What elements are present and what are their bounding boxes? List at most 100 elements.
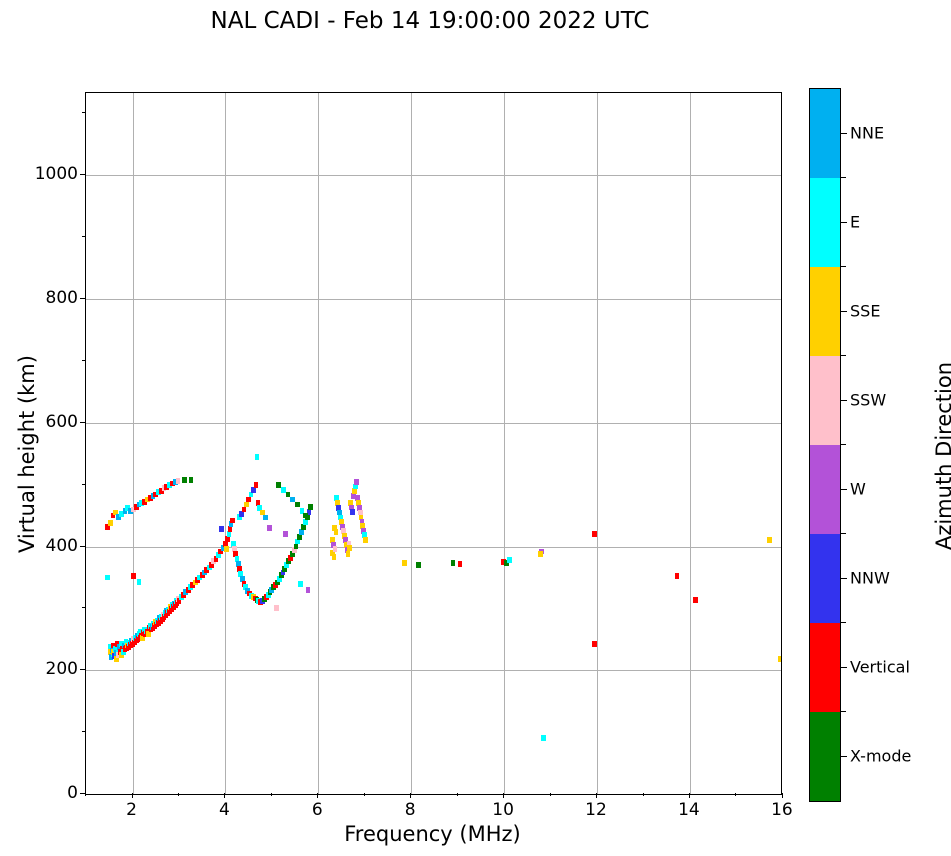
- echo-marker: [118, 640, 124, 647]
- echo-marker: [176, 598, 182, 604]
- x-axis-tick: [410, 793, 412, 798]
- echo-marker: [293, 543, 299, 550]
- echo-marker: [113, 645, 119, 652]
- echo-marker: [357, 509, 363, 516]
- echo-marker: [116, 513, 121, 520]
- colorbar-axis-label: Azimuth Direction: [932, 361, 951, 551]
- colorbar-label-x-mode: X-mode: [850, 746, 912, 765]
- x-axis-minor-tick: [735, 793, 737, 796]
- x-axis-tick: [131, 793, 133, 798]
- x-axis-minor-tick: [642, 793, 644, 796]
- x-axis-minor-tick: [456, 793, 458, 796]
- gridline-vertical: [689, 93, 691, 794]
- gridline-horizontal: [86, 670, 781, 672]
- x-axis-minor-tick: [177, 793, 179, 796]
- echo-marker: [332, 546, 338, 552]
- echo-marker: [118, 511, 124, 518]
- echo-marker: [285, 491, 291, 498]
- echo-marker: [500, 559, 506, 565]
- echo-marker: [122, 507, 128, 514]
- echo-marker: [156, 489, 161, 495]
- colorbar-label-nne: NNE: [850, 123, 885, 142]
- y-axis-label: Virtual height (km): [15, 355, 39, 553]
- echo-marker: [339, 518, 344, 525]
- x-axis-tick-label: 10: [492, 800, 514, 820]
- x-axis-tick: [317, 793, 319, 798]
- echo-marker: [329, 537, 335, 544]
- echo-marker: [262, 514, 268, 521]
- echo-marker: [333, 529, 339, 536]
- echo-marker: [283, 531, 289, 538]
- echo-marker: [164, 484, 170, 491]
- echo-marker: [227, 526, 233, 533]
- x-axis-tick-label: 16: [771, 800, 793, 820]
- echo-marker: [243, 584, 249, 591]
- echo-marker: [360, 523, 366, 530]
- echo-marker: [592, 531, 598, 538]
- y-axis-tick: [80, 421, 85, 423]
- echo-marker: [332, 525, 337, 531]
- x-axis-tick-label: 8: [404, 800, 416, 820]
- echo-marker: [302, 518, 308, 525]
- echo-marker: [136, 578, 142, 585]
- echo-marker: [123, 638, 129, 645]
- y-axis-tick: [80, 174, 85, 176]
- echo-marker: [358, 514, 364, 521]
- echo-marker: [359, 518, 365, 525]
- echo-marker: [289, 551, 295, 557]
- y-axis-tick-label: 600: [45, 411, 78, 432]
- echo-marker: [345, 551, 351, 557]
- echo-marker: [353, 479, 359, 486]
- x-axis-tick: [688, 793, 690, 798]
- y-axis-tick: [80, 669, 85, 671]
- colorbar-boundary-tick: [841, 177, 846, 179]
- echo-marker: [343, 542, 349, 549]
- y-axis-tick: [80, 298, 85, 299]
- echo-marker: [253, 481, 259, 488]
- echo-marker: [301, 523, 306, 530]
- echo-marker: [336, 505, 342, 512]
- echo-marker: [340, 528, 346, 534]
- colorbar-boundary-tick: [841, 355, 846, 357]
- echo-marker: [288, 554, 293, 561]
- echo-marker: [457, 560, 463, 567]
- echo-marker: [674, 573, 680, 580]
- y-axis-tick-label: 400: [45, 535, 78, 556]
- echo-scatter-layer: [86, 93, 781, 794]
- echo-marker: [111, 642, 117, 649]
- y-axis-minor-tick: [82, 731, 85, 733]
- echo-marker: [592, 641, 598, 648]
- echo-marker: [541, 735, 547, 742]
- gridline-vertical: [597, 93, 598, 794]
- echo-marker: [243, 501, 249, 508]
- echo-marker: [282, 565, 288, 572]
- echo-marker: [225, 536, 231, 543]
- echo-marker: [145, 631, 151, 638]
- echo-marker: [352, 487, 357, 494]
- echo-marker: [142, 499, 147, 505]
- echo-marker: [144, 496, 150, 503]
- colorbar-label-nnw: NNW: [850, 568, 890, 587]
- echo-marker: [260, 509, 265, 516]
- echo-marker: [354, 495, 360, 502]
- echo-marker: [175, 478, 181, 484]
- echo-marker: [231, 541, 237, 547]
- echo-marker: [305, 586, 311, 593]
- echo-marker: [118, 651, 124, 658]
- echo-marker: [342, 537, 348, 544]
- colorbar-segment-ssw: [810, 356, 840, 445]
- y-axis-minor-tick: [82, 112, 85, 114]
- colorbar-label-sse: SSE: [850, 301, 881, 320]
- echo-marker: [239, 575, 245, 582]
- x-axis-minor-tick: [363, 793, 365, 796]
- gridline-horizontal: [86, 299, 781, 300]
- echo-marker: [295, 538, 301, 545]
- echo-marker: [236, 565, 242, 572]
- echo-marker: [246, 496, 252, 503]
- x-axis-label: Frequency (MHz): [344, 822, 521, 846]
- echo-marker: [172, 479, 178, 486]
- echo-marker: [275, 579, 280, 586]
- grid-layer: [86, 93, 781, 794]
- echo-marker: [114, 656, 120, 663]
- echo-marker: [330, 541, 336, 548]
